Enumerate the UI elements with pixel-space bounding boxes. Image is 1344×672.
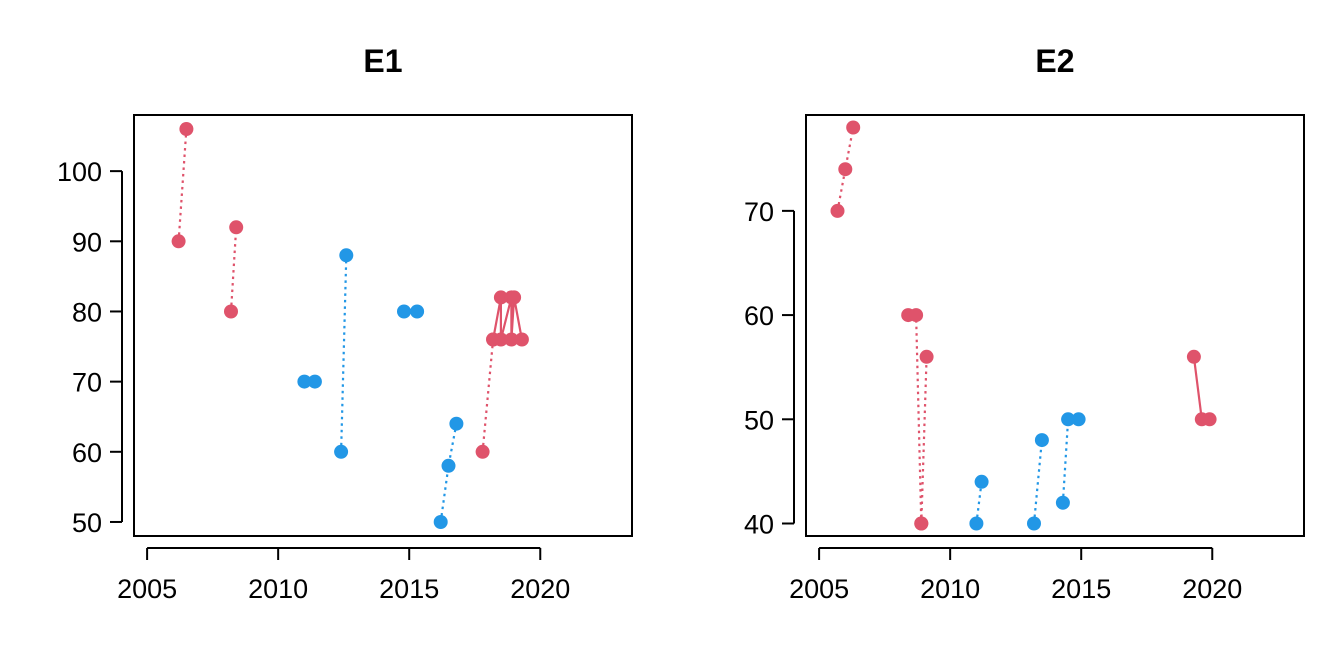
y-tick-label-e2: 60 <box>744 301 774 331</box>
data-point-e1-1-1 <box>229 220 244 235</box>
series-line-e2-3 <box>975 481 983 524</box>
series-line-e2-5 <box>1061 418 1079 503</box>
data-point-e2-2-0 <box>914 516 929 531</box>
plot-frame-e1 <box>133 114 633 537</box>
series-line-e2-2 <box>920 356 928 524</box>
x-tick-label-e1: 2005 <box>117 574 177 604</box>
y-tick-label-e1: 80 <box>72 297 102 327</box>
series-line-e1-5 <box>439 423 458 523</box>
data-point-e1-2-1 <box>307 374 322 389</box>
data-point-e2-4-0 <box>1027 516 1041 531</box>
y-tick-label-e2: 50 <box>744 405 774 435</box>
marks-e1 <box>171 122 529 529</box>
series-line-e1-3 <box>340 255 348 452</box>
chart-panel-e2: E2 2005 2010 2015 2020 40 50 60 70 <box>744 43 1305 604</box>
data-point-e1-5-2 <box>449 416 464 431</box>
axes-e2: 2005 2010 2015 2020 40 50 60 70 <box>744 197 1242 604</box>
data-point-e2-3-0 <box>969 516 984 531</box>
y-tick-label-e1: 70 <box>72 368 102 398</box>
data-point-e1-5-0 <box>433 515 448 529</box>
axes-e1: 2005 2010 2015 2020 50 60 70 80 90 100 <box>57 157 570 604</box>
data-point-e2-6-2 <box>1202 412 1217 427</box>
data-point-e1-3-1 <box>339 248 354 263</box>
data-point-e2-0-2 <box>846 120 861 135</box>
data-point-e1-0-1 <box>179 122 194 136</box>
x-tick-label-e1: 2015 <box>379 574 439 604</box>
y-tick-label-e2: 70 <box>744 197 774 227</box>
series-line-e2-0 <box>836 127 855 212</box>
data-point-e1-2-0 <box>297 374 312 389</box>
data-point-e2-6-0 <box>1186 349 1201 364</box>
data-point-e1-7-2 <box>493 332 508 347</box>
data-point-e2-4-1 <box>1034 433 1049 448</box>
x-tick-label-e1: 2010 <box>248 574 308 604</box>
data-point-e1-4-1 <box>410 304 425 319</box>
data-point-e1-3-0 <box>334 444 349 459</box>
x-tick-label-e2: 2020 <box>1182 574 1242 604</box>
y-tick-label-e1: 90 <box>72 227 102 257</box>
data-point-e2-3-1 <box>974 474 989 489</box>
data-point-e2-5-1 <box>1061 412 1076 427</box>
data-point-e1-7-6 <box>514 332 529 347</box>
y-tick-label-e1: 100 <box>57 157 102 187</box>
series-line-e2-4 <box>1032 439 1043 524</box>
data-point-e1-6-0 <box>475 444 490 459</box>
marks-e2 <box>830 120 1217 531</box>
data-point-e1-0-0 <box>171 234 186 249</box>
data-point-e2-0-0 <box>830 203 845 218</box>
plot-frame-e2 <box>805 114 1305 537</box>
data-point-e2-2-1 <box>919 349 934 364</box>
data-point-e1-5-1 <box>441 458 456 473</box>
data-point-e1-7-4 <box>504 332 519 347</box>
data-point-e1-1-0 <box>224 304 238 319</box>
y-tick-label-e1: 50 <box>72 508 102 538</box>
series-line-e1-1 <box>229 227 238 312</box>
y-tick-label-e2: 40 <box>744 509 774 539</box>
x-tick-label-e2: 2005 <box>789 574 849 604</box>
chart-title-e1: E1 <box>363 43 402 79</box>
data-point-e1-7-5 <box>507 290 522 305</box>
x-tick-label-e2: 2010 <box>920 574 980 604</box>
data-point-e2-0-1 <box>838 162 853 177</box>
data-point-e2-5-2 <box>1071 412 1086 427</box>
chart-title-e2: E2 <box>1035 43 1074 79</box>
data-point-e2-1-1 <box>909 308 924 323</box>
data-point-e2-5-0 <box>1055 495 1070 510</box>
data-point-e1-7-1 <box>493 290 508 305</box>
y-tick-label-e1: 60 <box>72 438 102 468</box>
x-tick-label-e2: 2015 <box>1051 574 1111 604</box>
data-point-e1-4-0 <box>397 304 411 319</box>
x-tick-label-e1: 2020 <box>510 574 570 604</box>
chart-panel-e1: E1 2005 2010 2015 2020 50 60 70 80 90 100 <box>57 43 633 604</box>
